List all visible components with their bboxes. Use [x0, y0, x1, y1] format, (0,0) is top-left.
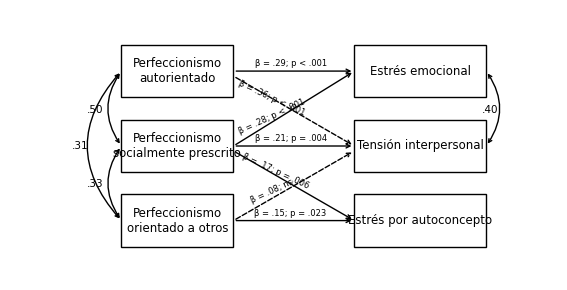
Text: .31: .31	[72, 142, 89, 151]
Bar	[121, 45, 234, 97]
Bar	[354, 195, 486, 247]
Bar	[121, 120, 234, 172]
Bar	[354, 45, 486, 97]
Text: β = .15; p = .023: β = .15; p = .023	[255, 209, 327, 218]
Bar	[121, 195, 234, 247]
Text: .50: .50	[87, 105, 103, 115]
Text: .40: .40	[483, 105, 499, 115]
Text: β = .08; ns: β = .08; ns	[249, 177, 295, 205]
Text: Tensión interpersonal: Tensión interpersonal	[357, 139, 484, 152]
Text: β = .17; p = .006: β = .17; p = .006	[240, 152, 310, 190]
Text: Perfeccionismo
orientado a otros: Perfeccionismo orientado a otros	[126, 207, 228, 235]
FancyArrowPatch shape	[108, 75, 119, 142]
Text: β = .36; p < .001: β = .36; p < .001	[238, 79, 307, 118]
Bar	[354, 120, 486, 172]
Text: β = .28; p < .001: β = .28; p < .001	[238, 97, 307, 136]
Text: Estrés por autoconcepto: Estrés por autoconcepto	[348, 214, 492, 227]
Text: .33: .33	[87, 180, 103, 189]
Text: β = .29; p < .001: β = .29; p < .001	[255, 59, 327, 68]
FancyArrowPatch shape	[489, 75, 500, 142]
Text: Perfeccionismo
autorientado: Perfeccionismo autorientado	[133, 57, 222, 85]
FancyArrowPatch shape	[108, 150, 119, 217]
Text: Perfeccionismo
socialmente prescrito: Perfeccionismo socialmente prescrito	[113, 132, 242, 160]
Text: Estrés emocional: Estrés emocional	[370, 65, 471, 78]
Text: β = .21; p = .004: β = .21; p = .004	[255, 134, 327, 143]
FancyArrowPatch shape	[87, 74, 119, 217]
